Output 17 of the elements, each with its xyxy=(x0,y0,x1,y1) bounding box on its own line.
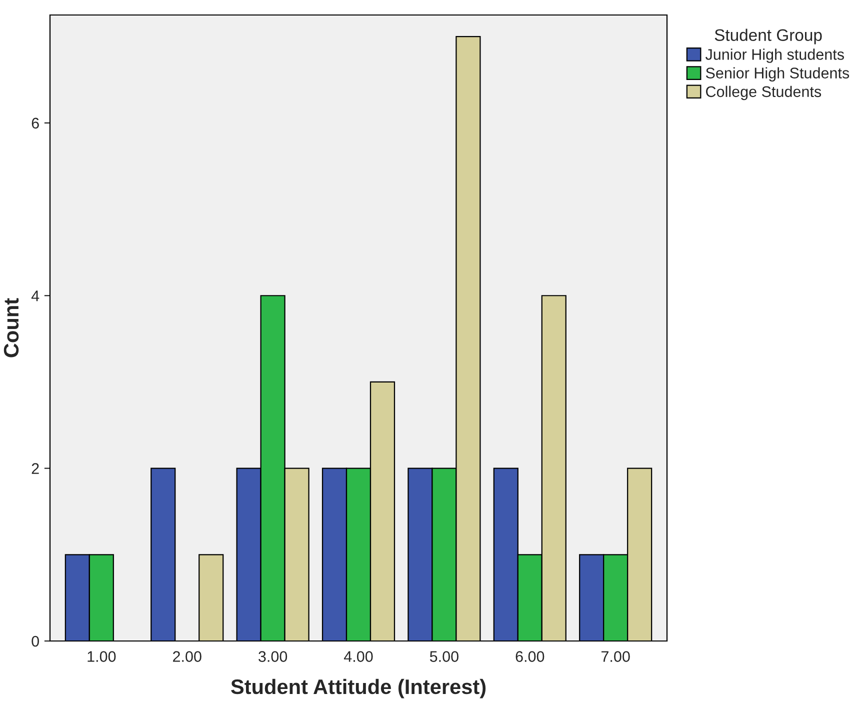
y-tick-label: 0 xyxy=(32,636,39,647)
legend-title: Student Group xyxy=(714,28,822,44)
y-tick-label: 6 xyxy=(32,118,39,129)
x-axis-title: Student Attitude (Interest) xyxy=(231,678,486,698)
y-tick-label: 2 xyxy=(32,463,39,474)
y-tick-label: 4 xyxy=(31,290,40,302)
x-tick-label: 4.00 xyxy=(344,651,373,662)
y-axis-title: Count xyxy=(4,298,19,358)
x-tick-label: 5.00 xyxy=(430,651,458,662)
x-tick-label: 2.00 xyxy=(173,651,202,662)
x-tick-label: 6.00 xyxy=(516,651,544,662)
legend-label: Junior High students xyxy=(705,48,844,63)
x-tick-label: 1.00 xyxy=(88,651,116,662)
legend-label: College Students xyxy=(706,86,822,100)
legend-label: Senior High Students xyxy=(706,67,850,82)
x-tick-label: 7.00 xyxy=(602,651,630,662)
x-tick-label: 3.00 xyxy=(258,651,288,662)
